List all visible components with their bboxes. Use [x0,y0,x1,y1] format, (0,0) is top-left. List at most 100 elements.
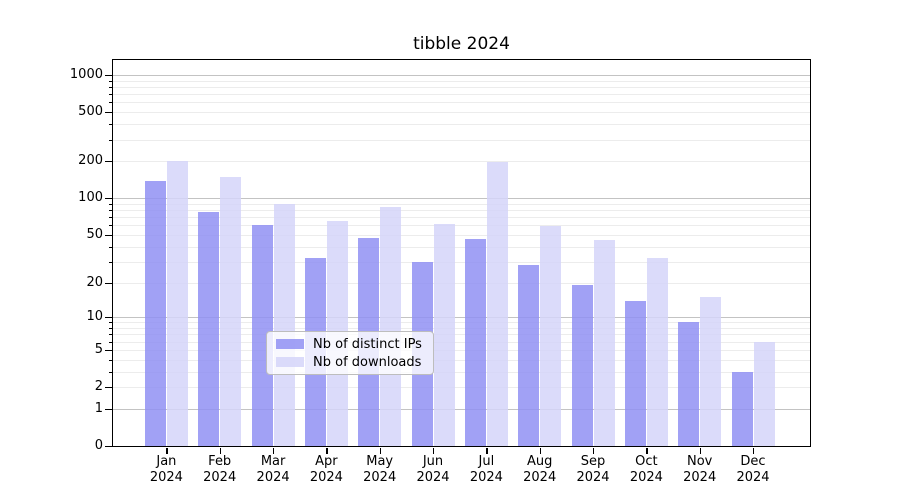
x-axis-tick [753,447,755,454]
legend-swatch-distinct-ips [276,339,304,349]
bar-downloads-sep [593,240,615,446]
gridline-minor [113,341,810,343]
bar-distinct-ips-sep [571,285,593,446]
bar-distinct-ips-mar [251,225,273,446]
y-axis-tick-label: 10 [86,309,103,325]
gridline-minor [113,371,810,373]
bar-distinct-ips-feb [198,212,220,446]
gridline-minor [113,328,810,329]
bar-downloads-jun [433,223,455,446]
gridline-minor [113,234,810,236]
gridline-minor [113,203,810,205]
y-axis-minor-tick [109,94,113,96]
y-axis-tick [105,234,112,237]
y-axis-tick [105,446,112,448]
y-axis-minor-tick [109,102,113,104]
y-axis-tick-label: 100 [78,190,103,206]
y-axis-minor-tick [109,87,113,88]
x-axis-tick-label: Jan 2024 [149,454,183,485]
bar-distinct-ips-jul [464,239,486,446]
gridline-major [113,198,810,200]
y-axis-tick-label: 200 [78,153,103,169]
bar-downloads-oct [646,258,668,446]
y-axis-tick-label: 1000 [69,67,103,82]
y-axis-tick [105,317,112,319]
x-axis-tick [166,447,168,454]
x-axis-tick [273,447,275,454]
y-axis-minor-tick [109,124,113,126]
gridline-minor [113,246,810,248]
chart-title: tibble 2024 [413,34,510,54]
y-axis-minor-tick [109,328,113,329]
gridline-minor [113,282,810,284]
y-axis-tick [105,387,112,389]
gridline-minor [113,161,810,163]
x-axis-tick [326,447,328,454]
y-axis-tick [105,198,112,200]
x-axis-tick [433,447,435,454]
plot-area [113,60,810,446]
bar-downloads-feb [220,176,242,446]
x-axis-tick-label: Mar 2024 [256,454,290,485]
x-axis-tick [539,447,541,454]
x-axis-tick [593,447,595,454]
y-axis-minor-tick [109,225,113,227]
x-axis-tick-label: Aug 2024 [523,454,557,485]
gridline-minor [113,80,810,82]
y-axis-tick [105,75,112,77]
gridline-minor [113,139,810,141]
y-axis-tick [105,349,112,352]
x-axis-tick-label: Jul 2024 [469,454,503,485]
bar-downloads-mar [273,203,295,446]
gridline-major [113,408,810,410]
legend-item-downloads: Nb of downloads [276,355,424,370]
x-axis-tick-label: Sep 2024 [576,454,610,485]
y-axis-minor-tick [109,371,113,373]
gridline-minor [113,94,810,96]
x-axis-tick-label: Nov 2024 [683,454,717,485]
bar-distinct-ips-oct [624,300,646,446]
legend-label-downloads: Nb of downloads [313,354,422,370]
y-axis-minor-tick [109,261,113,263]
legend-swatch-downloads [276,357,304,367]
y-axis-tick-label: 20 [86,274,103,290]
gridline-minor [113,387,810,388]
bar-downloads-aug [540,226,562,446]
gridline-minor [113,322,810,324]
gridline-minor [113,225,810,227]
y-axis-tick [105,112,112,114]
bar-downloads-dec [753,341,775,446]
x-axis-tick-label: Oct 2024 [629,454,663,485]
legend-item-distinct-ips: Nb of distinct IPs [276,337,424,352]
y-axis-minor-tick [109,203,113,205]
bar-distinct-ips-jan [144,181,166,446]
bar-downloads-nov [700,297,722,446]
bar-distinct-ips-nov [678,322,700,446]
y-axis-minor-tick [109,139,113,141]
bar-downloads-may [380,207,402,446]
bar-downloads-jul [486,162,508,446]
gridline-major [113,317,810,319]
y-axis-minor-tick [109,80,113,82]
y-axis-minor-tick [109,322,113,324]
gridline-minor [113,112,810,114]
y-axis-minor-tick [109,246,113,248]
y-axis-tick-label: 500 [78,104,103,120]
y-axis-tick [105,408,112,411]
y-axis-tick-label: 2 [94,379,103,394]
y-axis-tick [105,282,112,284]
x-axis-tick [646,447,648,454]
x-axis-tick-label: Dec 2024 [736,454,770,485]
gridline-minor [113,261,810,263]
y-axis-tick-label: 0 [94,438,103,453]
x-axis-tick [379,447,381,454]
bar-distinct-ips-dec [731,371,753,446]
x-axis-tick [219,447,221,454]
y-axis-tick [105,161,112,163]
y-axis-minor-tick [109,359,113,361]
y-axis-minor-tick [109,217,113,219]
y-axis-tick-label: 1 [94,400,103,416]
gridline-minor [113,359,810,361]
gridline-minor [113,124,810,126]
